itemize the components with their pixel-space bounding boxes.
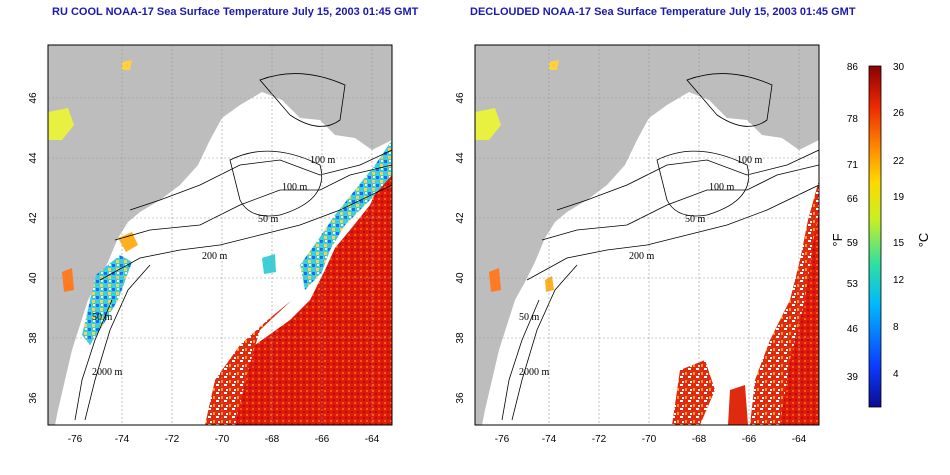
- left-map: 100 m 100 m 50 m 200 m 50 m 2000 m: [47, 44, 393, 426]
- x-tick-label: -72: [165, 434, 180, 445]
- fahrenheit-tick: 86: [847, 62, 859, 73]
- y-tick-label: 46: [455, 92, 466, 104]
- contour-label: 50 m: [92, 312, 113, 323]
- contour-label: 200 m: [202, 251, 228, 262]
- contour-label: 50 m: [258, 214, 279, 225]
- fahrenheit-tick: 46: [847, 324, 859, 335]
- contour-label: 2000 m: [519, 367, 550, 378]
- y-tick-label: 38: [455, 332, 466, 344]
- celsius-tick: 19: [893, 192, 905, 203]
- contour-label: 50 m: [519, 312, 540, 323]
- contour-label: 2000 m: [92, 367, 123, 378]
- right-panel-title: DECLOUDED NOAA-17 Sea Surface Temperatur…: [470, 6, 856, 18]
- celsius-tick: 15: [893, 238, 905, 249]
- x-tick-label: -68: [265, 434, 280, 445]
- y-tick-label: 44: [28, 152, 39, 164]
- fahrenheit-tick: 78: [847, 114, 859, 125]
- mixed-sst-region: [672, 360, 715, 425]
- celsius-tick: 8: [893, 322, 899, 333]
- temperature-colorbar: 86 78 71 66 59 53 46 39 30 26 22 19 15 1…: [830, 62, 931, 408]
- warm-sst-region: [230, 150, 392, 425]
- x-tick-label: -70: [642, 434, 657, 445]
- celsius-tick: 26: [893, 108, 905, 119]
- left-panel-title: RU COOL NOAA-17 Sea Surface Temperature …: [52, 6, 419, 18]
- x-tick-label: -64: [792, 434, 807, 445]
- x-tick-label: -70: [215, 434, 230, 445]
- y-tick-label: 36: [28, 392, 39, 404]
- x-tick-label: -76: [495, 434, 510, 445]
- y-tick-label: 44: [455, 152, 466, 164]
- x-tick-label: -66: [315, 434, 330, 445]
- y-tick-label: 40: [28, 272, 39, 284]
- contour-label: 100 m: [737, 155, 763, 166]
- celsius-unit: °C: [916, 233, 931, 248]
- x-tick-label: -74: [115, 434, 130, 445]
- x-tick-label: -66: [742, 434, 757, 445]
- fahrenheit-unit: °F: [830, 233, 845, 246]
- right-y-axis: 36 38 40 42 44 46: [455, 92, 466, 404]
- left-x-axis: -74 -76 -72 -70 -68 -66 -64: [68, 434, 380, 445]
- y-tick-label: 46: [28, 92, 39, 104]
- celsius-tick: 30: [893, 62, 905, 73]
- fahrenheit-tick: 59: [847, 238, 859, 249]
- y-tick-label: 42: [455, 212, 466, 224]
- contour-label: 200 m: [629, 251, 655, 262]
- x-tick-label: -68: [692, 434, 707, 445]
- cool-sst-region: [300, 140, 392, 290]
- contour-label: 100 m: [310, 155, 336, 166]
- celsius-tick: 22: [893, 156, 905, 167]
- fahrenheit-tick: 39: [847, 372, 859, 383]
- right-map: 100 m 100 m 50 m 200 m 50 m 2000 m: [474, 44, 820, 426]
- x-tick-label: -64: [365, 434, 380, 445]
- fahrenheit-tick: 66: [847, 194, 859, 205]
- mixed-sst-region: [205, 300, 292, 425]
- contour-label: 100 m: [709, 182, 735, 193]
- y-tick-label: 38: [28, 332, 39, 344]
- land-mass: [48, 45, 392, 425]
- contour-label: 50 m: [685, 214, 706, 225]
- x-tick-label: -74: [542, 434, 557, 445]
- celsius-tick: 12: [893, 275, 905, 286]
- fahrenheit-tick: 71: [847, 160, 859, 171]
- fahrenheit-tick: 53: [847, 279, 859, 290]
- y-tick-label: 40: [455, 272, 466, 284]
- x-tick-label: -72: [592, 434, 607, 445]
- contour-label: 100 m: [282, 182, 308, 193]
- right-x-axis: -76 -74 -72 -70 -68 -66 -64: [495, 434, 807, 445]
- y-tick-label: 36: [455, 392, 466, 404]
- y-tick-label: 42: [28, 212, 39, 224]
- left-y-axis: 36 38 40 42 44 46: [28, 92, 39, 404]
- x-tick-label: -76: [68, 434, 83, 445]
- celsius-tick: 4: [893, 369, 899, 380]
- land-mass: [475, 45, 819, 425]
